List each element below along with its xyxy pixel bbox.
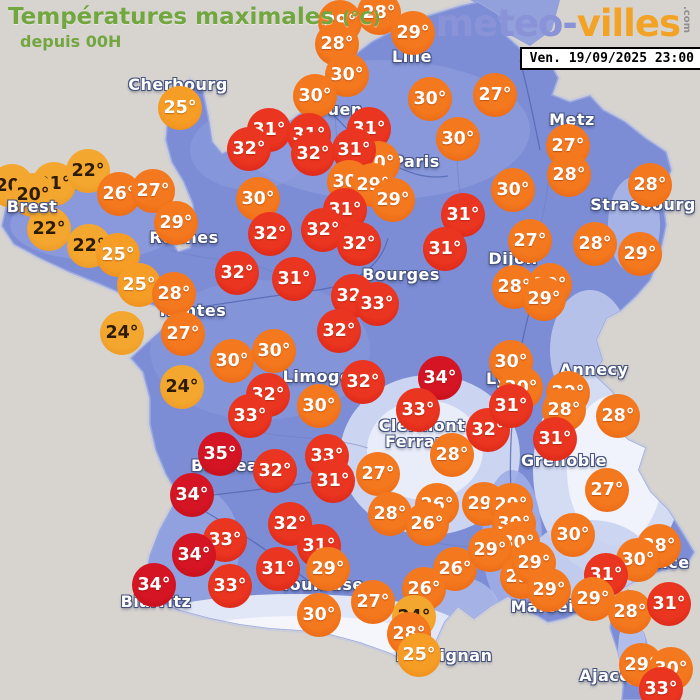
- temp-bubble: 33°: [639, 667, 683, 700]
- temp-bubble: 31°: [311, 459, 355, 503]
- temp-bubble: 27°: [356, 452, 400, 496]
- temp-bubble: 30°: [210, 339, 254, 383]
- temp-bubble: 28°: [547, 153, 591, 197]
- page-subtitle: depuis 00H: [20, 32, 122, 51]
- temp-bubble: 25°: [158, 86, 202, 130]
- temp-bubble: 28°: [152, 272, 196, 316]
- temp-bubble: 24°: [100, 311, 144, 355]
- temp-bubble: 31°: [533, 417, 577, 461]
- temp-bubble: 30°: [491, 168, 535, 212]
- temp-bubble: 32°: [466, 408, 510, 452]
- temp-bubble: 32°: [215, 251, 259, 295]
- temp-bubble: 29°: [618, 232, 662, 276]
- temp-bubble: 32°: [337, 222, 381, 266]
- temp-bubble: 22°: [27, 207, 71, 251]
- page-title: Températures maximales (°C): [8, 4, 381, 30]
- temp-bubble: 30°: [551, 513, 595, 557]
- temp-bubble: 34°: [170, 473, 214, 517]
- temp-bubble: 29°: [154, 201, 198, 245]
- temp-bubble: 31°: [272, 257, 316, 301]
- meteo-villes-logo[interactable]: meteo-villes .com: [435, 2, 692, 45]
- temp-bubble: 33°: [208, 564, 252, 608]
- temp-bubble: 32°: [317, 309, 361, 353]
- temp-bubble: 29°: [571, 577, 615, 621]
- temp-bubble: 30°: [297, 593, 341, 637]
- temp-bubble: 27°: [131, 169, 175, 213]
- logo-part-meteo: meteo-: [435, 2, 577, 45]
- logo-part-villes: villes: [576, 2, 681, 45]
- timestamp-box: Ven. 19/09/2025 23:00: [519, 47, 700, 70]
- temp-bubble: 31°: [647, 582, 691, 626]
- temp-bubble: 27°: [161, 312, 205, 356]
- temp-bubble: 28°: [368, 492, 412, 536]
- temp-bubble: 33°: [355, 282, 399, 326]
- temp-bubble: 31°: [441, 193, 485, 237]
- logo-suffix-com: .com: [681, 6, 692, 34]
- temp-bubble: 30°: [436, 117, 480, 161]
- temp-bubble: 31°: [256, 547, 300, 591]
- temp-bubble: 34°: [172, 533, 216, 577]
- temp-bubble: 31°: [489, 384, 533, 428]
- temp-bubble: 29°: [527, 568, 571, 612]
- temp-bubble: 33°: [228, 394, 272, 438]
- temp-bubble: 29°: [306, 547, 350, 591]
- temp-bubble: 29°: [391, 11, 435, 55]
- title-text: Températures maximales: [8, 4, 334, 30]
- temp-bubble: 35°: [198, 432, 242, 476]
- temp-bubble: 28°: [573, 222, 617, 266]
- temp-bubble: 33°: [396, 388, 440, 432]
- temp-bubble: 30°: [293, 74, 337, 118]
- temp-bubble: 27°: [473, 73, 517, 117]
- temp-bubble: 26°: [405, 502, 449, 546]
- temp-bubble: 30°: [252, 329, 296, 373]
- temp-bubble: 32°: [248, 212, 292, 256]
- title-unit: (°C): [342, 8, 381, 29]
- temp-bubble: 34°: [418, 356, 462, 400]
- temp-bubble: 32°: [291, 132, 335, 176]
- temp-bubble: 31°: [297, 524, 341, 568]
- temp-bubble: 24°: [160, 365, 204, 409]
- temp-bubble: 27°: [585, 468, 629, 512]
- temp-bubble: 29°: [371, 178, 415, 222]
- temp-bubble: 27°: [351, 580, 395, 624]
- temp-bubble: 32°: [341, 360, 385, 404]
- temp-bubble: 27°: [508, 219, 552, 263]
- temp-bubble: 25°: [397, 633, 441, 677]
- temp-bubble: 28°: [608, 590, 652, 634]
- temp-bubble: 34°: [132, 563, 176, 607]
- temp-bubble: 32°: [227, 127, 271, 171]
- temp-bubble: 28°: [596, 394, 640, 438]
- temp-bubble: 31°: [423, 227, 467, 271]
- temp-bubble: 29°: [522, 277, 566, 321]
- temp-bubble: 32°: [253, 449, 297, 493]
- temp-bubble: 28°: [628, 163, 672, 207]
- temp-bubble: 30°: [408, 77, 452, 121]
- temp-bubble: 28°: [430, 433, 474, 477]
- temp-bubble: 30°: [297, 384, 341, 428]
- temp-bubble: 28°: [357, 0, 401, 35]
